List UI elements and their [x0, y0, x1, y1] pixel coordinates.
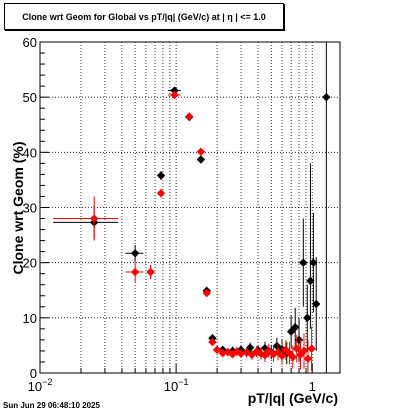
- data-point: [156, 171, 166, 180]
- data-point: [272, 341, 282, 351]
- x-axis-label: pT/|q| (GeV/c): [247, 390, 338, 406]
- data-point: [130, 267, 140, 277]
- data-point: [130, 249, 140, 258]
- y-tick-label: 30: [23, 201, 37, 216]
- data-point: [185, 112, 194, 121]
- grid-lines: [40, 42, 340, 373]
- data-point: [196, 147, 206, 156]
- data-point: [299, 346, 309, 356]
- data-point: [245, 343, 255, 352]
- data-point: [170, 86, 179, 95]
- data-point: [236, 349, 246, 358]
- data-point: [286, 327, 296, 336]
- data-series: [53, 90, 316, 373]
- data-point: [288, 352, 297, 362]
- data-point: [303, 313, 312, 323]
- data-point: [322, 92, 331, 102]
- x-tick-label: 1: [309, 379, 316, 394]
- timestamp-footer: Sun Jun 29 06:48:10 2025: [3, 401, 100, 410]
- y-axis-label: Clone wrt Geom (%): [10, 141, 26, 275]
- x-tick-label: 10−2: [28, 377, 53, 394]
- data-point: [170, 90, 179, 100]
- chart-title: Clone wrt Geom for Global vs pT/|q| (GeV…: [4, 3, 284, 30]
- data-point: [277, 351, 287, 361]
- data-point: [312, 299, 321, 309]
- data-point: [212, 345, 222, 355]
- y-tick-label: 0: [30, 366, 37, 381]
- data-layer: [53, 42, 331, 373]
- data-point: [208, 337, 217, 347]
- data-point: [291, 323, 300, 332]
- data-point: [309, 258, 318, 267]
- data-point: [228, 350, 237, 359]
- data-point: [303, 354, 313, 363]
- data-point: [307, 344, 316, 353]
- y-tick-label: 20: [23, 256, 37, 271]
- data-point: [89, 214, 99, 223]
- data-point: [292, 344, 301, 353]
- data-point: [202, 288, 211, 298]
- data-point: [156, 188, 166, 198]
- y-tick-label: 40: [23, 145, 37, 160]
- axes: 0 10 20 30 40 50 60 10−2 10−1 1: [23, 35, 341, 394]
- x-tick-label: 10−1: [164, 377, 189, 394]
- data-point: [299, 258, 308, 267]
- y-tick-label: 10: [23, 311, 37, 326]
- y-tick-label: 60: [23, 35, 37, 50]
- data-point: [306, 276, 315, 286]
- y-tick-label: 50: [23, 90, 37, 105]
- data-point: [196, 155, 206, 164]
- data-point: [294, 335, 304, 345]
- data-point: [146, 267, 155, 277]
